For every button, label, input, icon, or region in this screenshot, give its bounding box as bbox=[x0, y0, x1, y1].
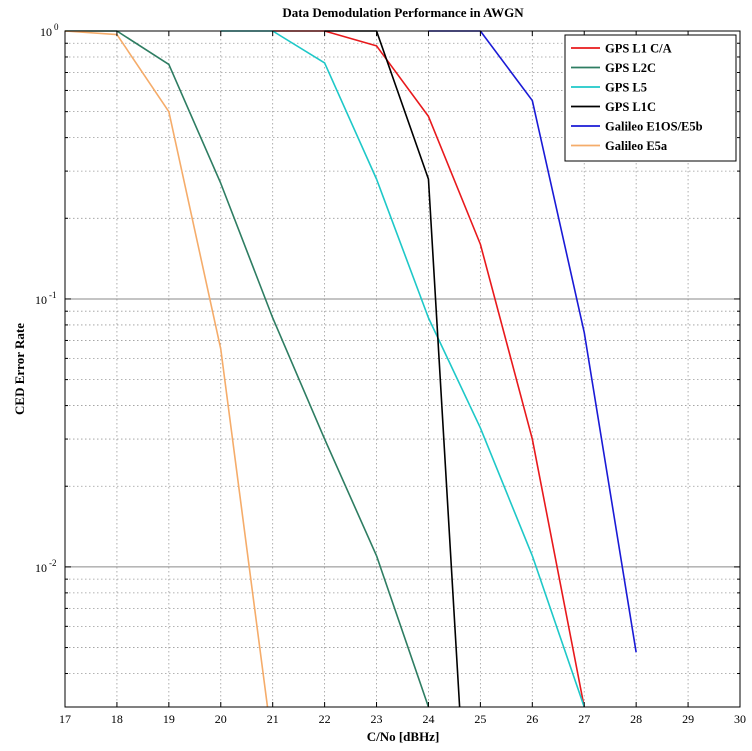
x-axis-title: C/No [dBHz] bbox=[367, 729, 440, 744]
y-tick-base: 10 bbox=[40, 25, 52, 39]
x-tick-label: 23 bbox=[371, 712, 383, 726]
chart-title: Data Demodulation Performance in AWGN bbox=[282, 5, 524, 20]
legend-label: GPS L1 C/A bbox=[605, 42, 672, 56]
x-tick-label: 28 bbox=[630, 712, 642, 726]
y-tick-label: 10 -1 bbox=[35, 290, 57, 307]
legend-label: Galileo E5a bbox=[605, 139, 668, 153]
legend-box bbox=[564, 34, 737, 162]
x-tick-label: 30 bbox=[734, 712, 746, 726]
y-tick-label: 10 -2 bbox=[35, 558, 57, 575]
legend-label: GPS L1C bbox=[605, 100, 656, 114]
series-line-5 bbox=[64, 30, 269, 708]
y-tick-base: 10 bbox=[35, 561, 47, 575]
grid-layer bbox=[65, 31, 740, 707]
x-tick-label: 21 bbox=[267, 712, 279, 726]
y-tick-base: 10 bbox=[35, 293, 47, 307]
y-axis-title: CED Error Rate bbox=[12, 323, 27, 415]
y-tick-exponent: -1 bbox=[49, 290, 57, 300]
x-tick-label: 27 bbox=[578, 712, 590, 726]
legend-label: GPS L2C bbox=[605, 61, 656, 75]
y-tick-label: 10 0 bbox=[40, 22, 59, 39]
legend-label: GPS L5 bbox=[605, 81, 647, 95]
x-tick-label: 20 bbox=[215, 712, 227, 726]
series-line-1 bbox=[65, 30, 430, 708]
x-tick-label: 29 bbox=[682, 712, 694, 726]
x-tick-label: 22 bbox=[319, 712, 331, 726]
x-tick-label: 19 bbox=[163, 712, 175, 726]
x-tick-label: 24 bbox=[422, 712, 434, 726]
x-tick-label: 26 bbox=[526, 712, 538, 726]
legend-label: Galileo E1OS/E5b bbox=[605, 120, 703, 134]
x-tick-label: 25 bbox=[474, 712, 486, 726]
series-line-2 bbox=[220, 30, 585, 708]
legend: GPS L1 C/A GPS L2C GPS L5 GPS L1C Galileo E1… bbox=[564, 34, 737, 162]
y-tick-exponent: 0 bbox=[54, 22, 59, 32]
x-tick-label: 18 bbox=[111, 712, 123, 726]
y-tick-exponent: -2 bbox=[49, 558, 57, 568]
plot-frame bbox=[64, 30, 741, 708]
x-tick-label: 17 bbox=[59, 712, 71, 726]
